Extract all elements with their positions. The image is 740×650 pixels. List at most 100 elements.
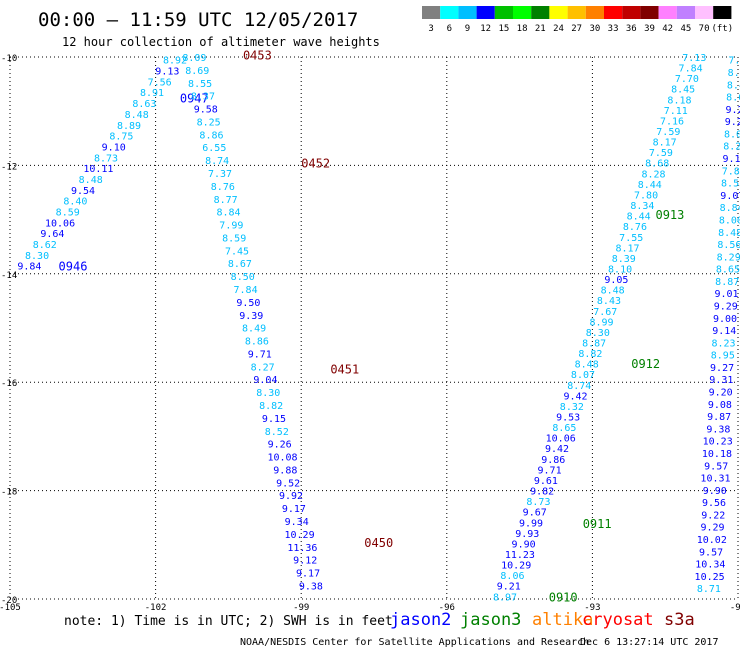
colorbar-swatch <box>695 6 714 19</box>
swh-data-point: 8.76 <box>211 182 235 193</box>
colorbar-swatch <box>513 6 532 19</box>
swh-data-point: 8.65 <box>716 265 740 276</box>
swh-data-point: 10.18 <box>702 449 732 460</box>
satellite-legend-s3a: s3a <box>664 610 695 630</box>
swh-data-point: 9.53 <box>556 413 580 424</box>
swh-data-point: 7.55 <box>619 233 643 244</box>
swh-data-point: 7.13 <box>682 53 706 64</box>
swh-data-point: 9.61 <box>534 476 558 487</box>
swh-data-point: 9.34 <box>285 517 309 528</box>
swh-data-point: 8.17 <box>653 138 677 149</box>
colorbar-label: 21 <box>535 24 546 34</box>
swh-data-point: 7.56 <box>148 77 172 88</box>
colorbar-label: 30 <box>589 24 600 34</box>
swh-data-point: 8.87 <box>582 339 606 350</box>
swh-data-point: 8.48 <box>718 228 740 239</box>
swh-data-point: 8.22 <box>723 142 740 153</box>
colorbar-label: 45 <box>680 24 691 34</box>
swh-data-point: 10.08 <box>267 453 297 464</box>
satellite-legend-cryosat: cryosat <box>582 610 654 630</box>
pass-time-label: 0947 <box>180 92 209 106</box>
swh-data-point: 8.97 <box>493 592 517 603</box>
swh-data-point: 8.86 <box>245 337 269 348</box>
swh-data-point: 8.71 <box>697 584 721 595</box>
swh-data-point: 8.08 <box>724 129 740 140</box>
swh-data-point: 7.90 <box>728 56 740 67</box>
swh-data-point: 8.23 <box>712 338 736 349</box>
swh-data-point: 8.50 <box>231 272 255 283</box>
swh-data-point: 9.42 <box>545 444 569 455</box>
swh-data-point: 8.84 <box>216 208 240 219</box>
swh-data-point: 9.15 <box>723 154 740 165</box>
swh-data-point: 11.36 <box>287 543 317 554</box>
swh-data-point: 9.84 <box>17 262 41 273</box>
swh-data-point: 9.39 <box>239 311 263 322</box>
pass-time-label: 0912 <box>631 357 660 371</box>
swh-data-point: 7.45 <box>225 246 249 257</box>
swh-data-point: 9.01 <box>714 289 738 300</box>
swh-data-point: 9.90 <box>512 539 536 550</box>
colorbar-swatch <box>494 6 513 19</box>
swh-data-point: 8.82 <box>578 349 602 360</box>
swh-data-point: 8.91 <box>140 88 164 99</box>
colorbar-label: 36 <box>626 24 637 34</box>
swh-data-point: 8.67 <box>228 259 252 270</box>
swh-data-point: 8.56 <box>717 240 740 251</box>
swh-data-point: 7.81 <box>722 166 740 177</box>
swh-data-point: 6.55 <box>202 143 226 154</box>
swh-data-point: 7.37 <box>208 169 232 180</box>
swh-data-point: 8.74 <box>205 156 229 167</box>
swh-data-point: 8.39 <box>612 254 636 265</box>
swh-data-point: 8.73 <box>526 497 550 508</box>
pass-time-label: 0913 <box>655 208 684 222</box>
swh-data-point: 8.00 <box>728 68 740 79</box>
swh-data-point: 8.68 <box>645 159 669 170</box>
swh-data-point: 8.60 <box>726 93 740 104</box>
swh-data-point: 7.59 <box>656 127 680 138</box>
swh-data-point: 10.02 <box>697 535 727 546</box>
swh-data-point: 7.80 <box>634 190 658 201</box>
swh-data-point: 8.62 <box>33 240 57 251</box>
colorbar-label: 42 <box>662 24 673 34</box>
swh-data-point: 7.11 <box>664 106 688 117</box>
colorbar-label: 3 <box>428 24 433 34</box>
colorbar-swatch <box>422 6 441 19</box>
swh-data-point: 8.87 <box>715 277 739 288</box>
y-tick-label: -16 <box>1 379 17 389</box>
swh-data-point: 8.00 <box>719 215 740 226</box>
colorbar-swatch <box>440 6 459 19</box>
swh-data-point: 9.99 <box>519 518 543 529</box>
pass-time-label: 0910 <box>549 590 578 604</box>
y-tick-label: -20 <box>1 596 17 606</box>
swh-data-point: 8.37 <box>191 92 215 103</box>
swh-data-point: 9.56 <box>702 498 726 509</box>
footer-credit: NOAA/NESDIS Center for Satellite Applica… <box>240 637 589 648</box>
colorbar-swatch <box>567 6 586 19</box>
swh-data-point: 9.42 <box>564 391 588 402</box>
swh-data-point: 8.17 <box>615 243 639 254</box>
swh-data-point: 9.17 <box>296 569 320 580</box>
swh-data-point: 9.87 <box>707 412 731 423</box>
satellite-legend-jason2: jason2 <box>390 610 451 630</box>
swh-data-point: 9.17 <box>282 504 306 515</box>
swh-data-point: 9.64 <box>40 229 64 240</box>
swh-data-point: 9.00 <box>713 314 737 325</box>
swh-data-point: 9.38 <box>706 424 730 435</box>
colorbar-label: 27 <box>571 24 582 34</box>
y-tick-label: -18 <box>1 488 17 498</box>
swh-data-point: 8.84 <box>720 203 740 214</box>
swh-data-point: 9.71 <box>538 465 562 476</box>
x-tick-label: -105 <box>0 603 21 613</box>
swh-data-point: 7.99 <box>219 221 243 232</box>
swh-data-point: 8.28 <box>641 169 665 180</box>
swh-data-point: 10.23 <box>703 437 733 448</box>
colorbar-label: 70 <box>699 24 710 34</box>
chart-subtitle: 12 hour collection of altimeter wave hei… <box>62 35 380 49</box>
footer-timestamp: Dec 6 13:27:14 UTC 2017 <box>580 637 718 648</box>
swh-data-point: 8.10 <box>608 264 632 275</box>
colorbar-swatch <box>713 6 732 19</box>
swh-data-point: 9.58 <box>194 105 218 116</box>
swh-data-point: 8.34 <box>630 201 654 212</box>
swh-data-point: 8.59 <box>56 207 80 218</box>
